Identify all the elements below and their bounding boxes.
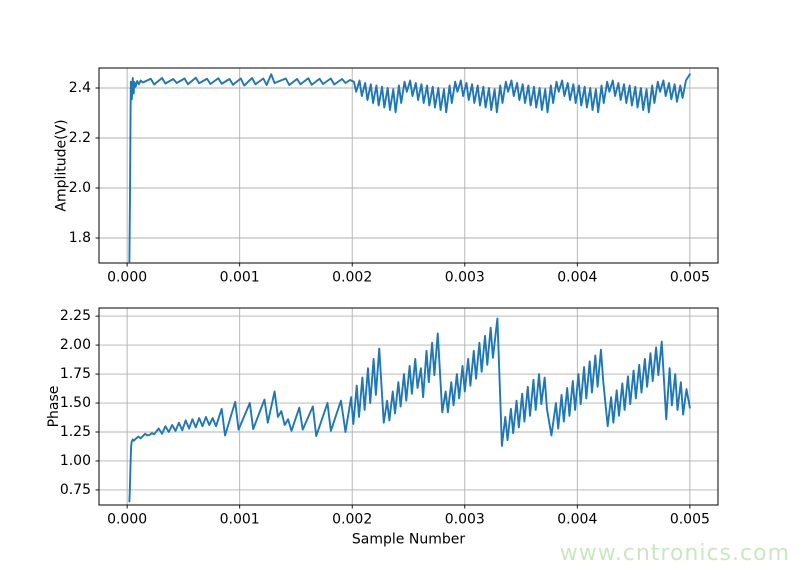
amplitude-ticks bbox=[95, 87, 691, 267]
y-tick-label: 2.25 bbox=[60, 308, 91, 324]
amplitude-grid bbox=[99, 68, 718, 263]
y-tick-label: 0.75 bbox=[60, 482, 91, 498]
x-tick-label: 0.000 bbox=[107, 512, 147, 528]
x-tick-label: 0.005 bbox=[670, 270, 710, 286]
y-tick-label: 2.0 bbox=[69, 180, 91, 196]
y-tick-label: 2.4 bbox=[69, 80, 91, 96]
amplitude-subplot: 0.000 0.001 0.002 0.003 0.004 0.005 1.8 2.0 2.2 2… bbox=[53, 67, 719, 286]
y-tick-label: 1.25 bbox=[60, 424, 91, 440]
x-tick-label: 0.001 bbox=[220, 512, 260, 528]
phase-subplot: 0.000 0.001 0.002 0.003 0.004 0.005 0.75 1.00 1.… bbox=[46, 307, 719, 548]
y-tick-label: 1.8 bbox=[69, 230, 91, 246]
y-tick-label: 1.00 bbox=[60, 453, 91, 469]
x-tick-label: 0.003 bbox=[445, 270, 485, 286]
y-tick-label: 1.75 bbox=[60, 366, 91, 382]
phase-xlabel: Sample Number bbox=[352, 532, 465, 548]
phase-spines bbox=[98, 307, 719, 506]
x-tick-label: 0.002 bbox=[332, 270, 372, 286]
amplitude-spines bbox=[98, 67, 719, 264]
x-tick-label: 0.002 bbox=[332, 512, 372, 528]
phase-ylabel: Phase bbox=[46, 386, 62, 428]
x-tick-label: 0.004 bbox=[557, 512, 597, 528]
phase-series-line bbox=[128, 317, 691, 503]
phase-ticks bbox=[95, 315, 691, 509]
x-tick-label: 0.003 bbox=[445, 512, 485, 528]
y-tick-label: 2.2 bbox=[69, 130, 91, 146]
amplitude-ylabel: Amplitude(V) bbox=[53, 119, 69, 211]
x-tick-label: 0.001 bbox=[220, 270, 260, 286]
x-tick-label: 0.005 bbox=[670, 512, 710, 528]
x-tick-label: 0.004 bbox=[557, 270, 597, 286]
y-tick-label: 2.00 bbox=[60, 337, 91, 353]
amplitude-series-line bbox=[128, 73, 691, 263]
phase-grid bbox=[99, 308, 718, 505]
y-tick-label: 1.50 bbox=[60, 395, 91, 411]
x-tick-label: 0.000 bbox=[107, 270, 147, 286]
